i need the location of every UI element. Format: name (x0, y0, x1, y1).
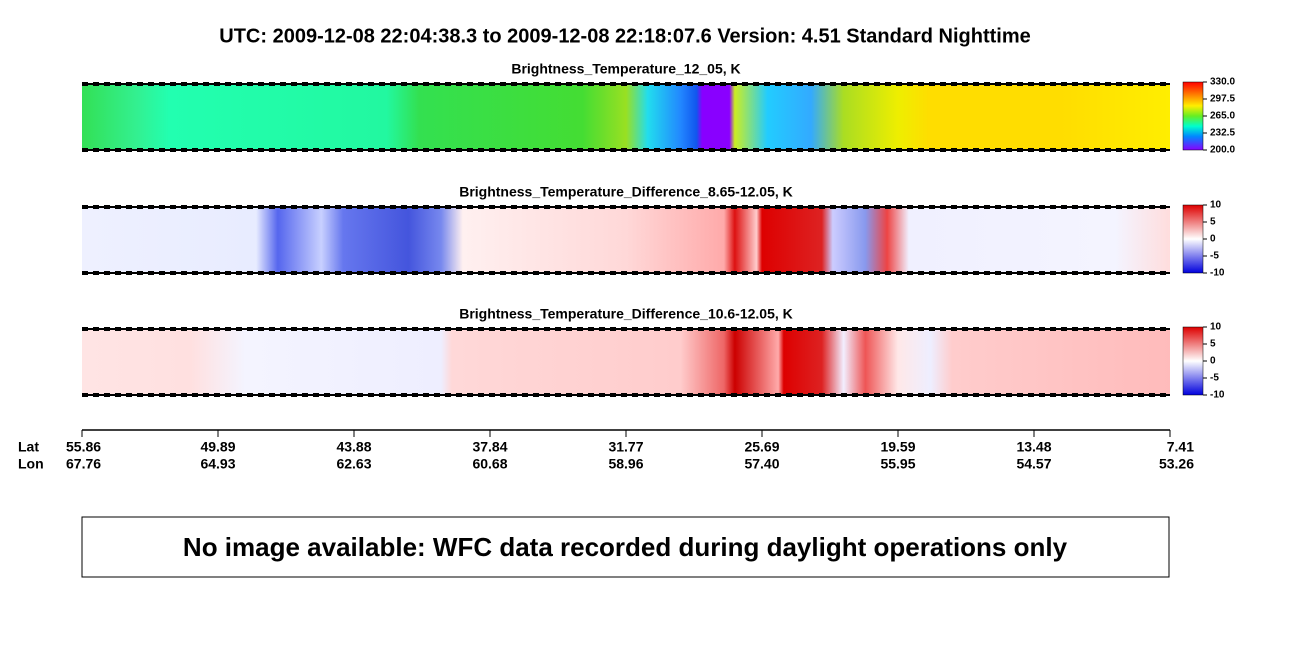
lon-value: 67.76 (66, 456, 101, 472)
colorbar-label: -5 (1210, 373, 1219, 384)
lon-value: 54.57 (1016, 456, 1051, 472)
lon-value: 58.96 (608, 456, 643, 472)
image-strip (82, 329, 1170, 395)
lat-value: 55.86 (66, 439, 101, 455)
title: UTC: 2009-12-08 22:04:38.3 to 2009-12-08… (219, 25, 1030, 47)
lat-value: 25.69 (744, 439, 779, 455)
lon-value: 60.68 (472, 456, 507, 472)
lat-value: 49.89 (200, 439, 235, 455)
lat-value: 43.88 (336, 439, 371, 455)
colorbar-label: 330.0 (1210, 77, 1235, 88)
lon-label: Lon (18, 456, 44, 472)
colorbar-label: 10 (1210, 322, 1222, 333)
lon-value: 55.95 (880, 456, 915, 472)
colorbar (1182, 81, 1204, 151)
panel: Brightness_Temperature_12_05, K 330.0 297.… (82, 61, 1235, 156)
colorbar-label: 200.0 (1210, 145, 1235, 156)
panel: Brightness_Temperature_Difference_8.65-1… (82, 184, 1225, 279)
panel-title: Brightness_Temperature_Difference_10.6-1… (459, 306, 793, 322)
message: No image available: WFC data recorded du… (183, 532, 1068, 562)
lon-value: 53.26 (1159, 456, 1194, 472)
colorbar-label: -5 (1210, 251, 1219, 262)
lat-value: 19.59 (880, 439, 915, 455)
image-strip (82, 84, 1170, 150)
panel-title: Brightness_Temperature_12_05, K (511, 61, 740, 77)
lon-value: 64.93 (200, 456, 235, 472)
colorbar-label: 232.5 (1210, 128, 1235, 139)
colorbar (1182, 204, 1204, 274)
colorbar-label: -10 (1210, 390, 1225, 401)
panel-title: Brightness_Temperature_Difference_8.65-1… (459, 184, 793, 200)
message-box (81, 516, 1170, 578)
colorbar-label: 0 (1210, 356, 1216, 367)
lat-label: Lat (18, 439, 39, 455)
colorbar-label: 265.0 (1210, 111, 1235, 122)
lat-value: 7.41 (1167, 439, 1194, 455)
lon-value: 62.63 (336, 456, 371, 472)
lat-value: 13.48 (1016, 439, 1051, 455)
colorbar-label: 5 (1210, 217, 1216, 228)
colorbar-label: 5 (1210, 339, 1216, 350)
colorbar (1182, 326, 1204, 396)
lon-value: 57.40 (744, 456, 779, 472)
colorbar-label: 0 (1210, 234, 1216, 245)
lat-value: 37.84 (472, 439, 507, 455)
lat-value: 31.77 (608, 439, 643, 455)
panels: Brightness_Temperature_12_05, K 330.0 297.… (82, 61, 1235, 401)
image-strip (82, 207, 1170, 273)
panel: Brightness_Temperature_Difference_10.6-1… (82, 306, 1225, 401)
colorbar-label: -10 (1210, 268, 1225, 279)
colorbar-label: 297.5 (1210, 94, 1235, 105)
colorbar-label: 10 (1210, 200, 1222, 211)
